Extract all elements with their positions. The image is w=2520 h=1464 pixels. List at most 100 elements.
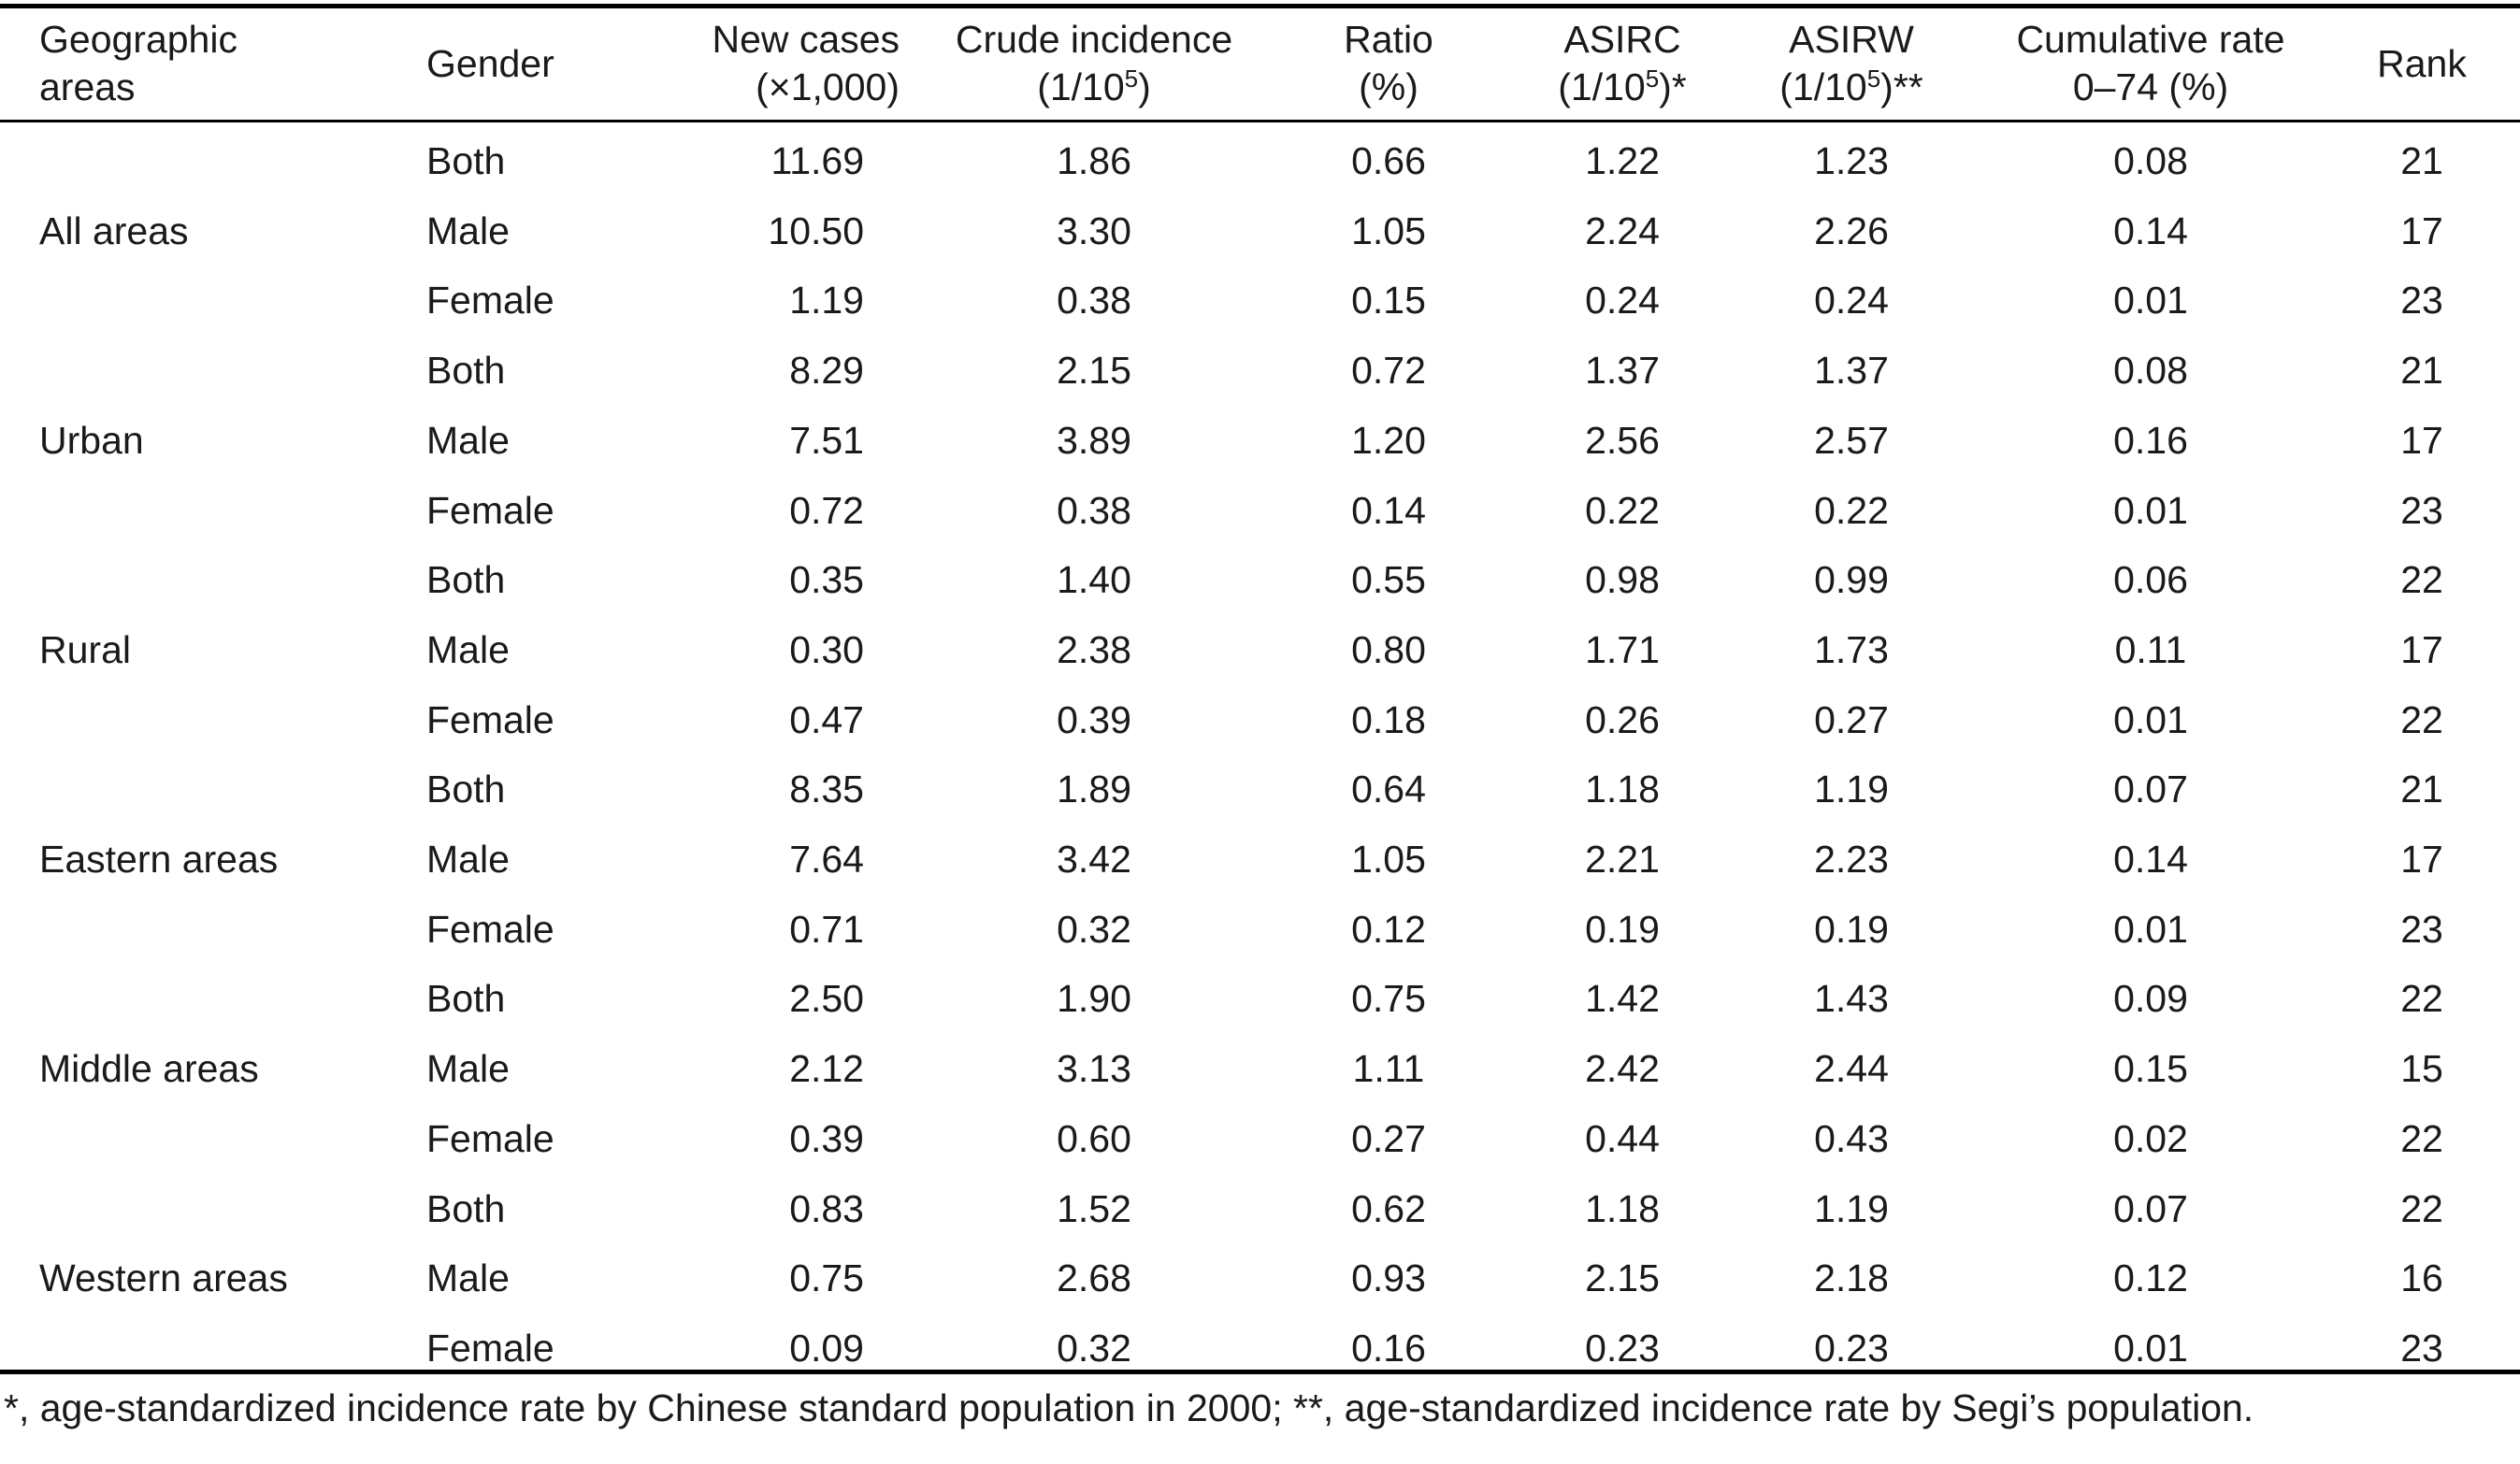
table-header-row: Geographic areas Gender New cases (×1,00… [0, 11, 2520, 116]
table-row: Male 0.30 2.38 0.80 1.71 1.73 0.11 17 [0, 615, 2520, 684]
cell-ratio: 0.93 [1351, 1256, 1426, 1300]
cell-cumulative: 0.15 [2113, 1047, 2188, 1091]
cell-gender: Female [426, 697, 554, 741]
area-label: Middle areas [39, 1047, 259, 1091]
header-cumulative-rate: Cumulative rate 0–74 (%) [2016, 18, 2285, 108]
cell-asirc: 0.23 [1585, 1326, 1660, 1370]
cell-cumulative: 0.02 [2113, 1116, 2188, 1160]
cell-rank: 17 [2400, 418, 2443, 462]
cell-ratio: 0.27 [1351, 1116, 1426, 1160]
cell-gender: Male [426, 1047, 510, 1091]
area-label: Rural [39, 627, 131, 671]
cell-ratio: 0.16 [1351, 1326, 1426, 1370]
cell-asirc: 0.26 [1585, 697, 1660, 741]
cell-crude: 1.52 [1057, 1186, 1131, 1230]
cell-rank: 22 [2400, 558, 2443, 602]
cell-asirw: 0.24 [1814, 279, 1889, 323]
cell-cumulative: 0.01 [2113, 907, 2188, 951]
cell-rank: 17 [2400, 627, 2443, 671]
cell-gender: Male [426, 418, 510, 462]
cell-asirw: 0.27 [1814, 697, 1889, 741]
cell-new-cases: 0.35 [789, 558, 864, 602]
cell-crude: 1.40 [1057, 558, 1131, 602]
cell-asirw: 0.43 [1814, 1116, 1889, 1160]
table-row: Female 0.09 0.32 0.16 0.23 0.23 0.01 23 [0, 1313, 2520, 1383]
cell-cumulative: 0.14 [2113, 838, 2188, 881]
cell-rank: 23 [2400, 279, 2443, 323]
cell-asirw: 1.23 [1814, 139, 1889, 182]
cell-gender: Both [426, 768, 506, 811]
cell-asirw: 0.99 [1814, 558, 1889, 602]
area-label: Western areas [39, 1256, 288, 1300]
cell-cumulative: 0.16 [2113, 418, 2188, 462]
cell-cumulative: 0.06 [2113, 558, 2188, 602]
cell-asirw: 0.19 [1814, 907, 1889, 951]
cell-asirc: 1.18 [1585, 1186, 1660, 1230]
cell-asirc: 2.42 [1585, 1047, 1660, 1091]
cell-crude: 3.42 [1057, 838, 1131, 881]
cell-new-cases: 0.39 [789, 1116, 864, 1160]
cell-asirc: 0.19 [1585, 907, 1660, 951]
cell-ratio: 1.20 [1351, 418, 1426, 462]
cell-gender: Female [426, 1326, 554, 1370]
cell-cumulative: 0.08 [2113, 139, 2188, 182]
header-ratio: Ratio (%) [1344, 18, 1433, 108]
cell-crude: 1.89 [1057, 768, 1131, 811]
cell-rank: 21 [2400, 768, 2443, 811]
cell-cumulative: 0.11 [2114, 627, 2187, 671]
table-row: Both 8.35 1.89 0.64 1.18 1.19 0.07 21 [0, 754, 2520, 824]
cell-asirw: 2.23 [1814, 838, 1889, 881]
cell-new-cases: 7.51 [789, 418, 864, 462]
cell-rank: 22 [2400, 1116, 2443, 1160]
cell-cumulative: 0.01 [2113, 488, 2188, 532]
cell-ratio: 0.64 [1351, 768, 1426, 811]
cell-gender: Female [426, 907, 554, 951]
cell-rank: 21 [2400, 139, 2443, 182]
header-asirc: ASIRC (1/105)* [1558, 18, 1687, 108]
cell-rank: 22 [2400, 1186, 2443, 1230]
cell-new-cases: 0.83 [789, 1186, 864, 1230]
cell-asirw: 1.73 [1814, 627, 1889, 671]
cell-rank: 23 [2400, 1326, 2443, 1370]
cell-asirw: 1.19 [1814, 1186, 1889, 1230]
table-top-rule [0, 4, 2520, 8]
cell-new-cases: 0.72 [789, 488, 864, 532]
cell-crude: 0.38 [1057, 279, 1131, 323]
cell-asirc: 2.24 [1585, 208, 1660, 252]
cell-asirc: 2.56 [1585, 418, 1660, 462]
cell-asirw: 2.57 [1814, 418, 1889, 462]
cell-ratio: 0.18 [1351, 697, 1426, 741]
cell-new-cases: 1.19 [789, 279, 864, 323]
cell-asirw: 1.37 [1814, 349, 1889, 393]
cell-new-cases: 10.50 [768, 208, 864, 252]
cell-ratio: 0.62 [1351, 1186, 1426, 1230]
table-row: Male 10.50 3.30 1.05 2.24 2.26 0.14 17 [0, 196, 2520, 266]
cell-ratio: 0.75 [1351, 977, 1426, 1021]
header-rank: Rank [2377, 41, 2467, 85]
cell-crude: 0.39 [1057, 697, 1131, 741]
cell-gender: Both [426, 349, 506, 393]
cell-crude: 0.32 [1057, 907, 1131, 951]
table-row: Female 0.47 0.39 0.18 0.26 0.27 0.01 22 [0, 685, 2520, 754]
cell-asirc: 1.37 [1585, 349, 1660, 393]
cell-asirc: 0.44 [1585, 1116, 1660, 1160]
table-row: Both 8.29 2.15 0.72 1.37 1.37 0.08 21 [0, 336, 2520, 405]
cell-rank: 22 [2400, 977, 2443, 1021]
table-row: Male 2.12 3.13 1.11 2.42 2.44 0.15 15 [0, 1034, 2520, 1103]
table-header-rule [0, 120, 2520, 122]
cell-crude: 0.60 [1057, 1116, 1131, 1160]
cell-crude: 2.38 [1057, 627, 1131, 671]
cell-new-cases: 2.12 [789, 1047, 864, 1091]
cell-gender: Male [426, 838, 510, 881]
cell-asirc: 0.22 [1585, 488, 1660, 532]
cell-gender: Female [426, 1116, 554, 1160]
cell-new-cases: 0.75 [789, 1256, 864, 1300]
cell-gender: Both [426, 977, 506, 1021]
cell-crude: 2.68 [1057, 1256, 1131, 1300]
cell-asirc: 0.24 [1585, 279, 1660, 323]
cell-rank: 17 [2400, 838, 2443, 881]
table-row: Male 0.75 2.68 0.93 2.15 2.18 0.12 16 [0, 1243, 2520, 1313]
cell-crude: 1.86 [1057, 139, 1131, 182]
cell-asirc: 2.21 [1585, 838, 1660, 881]
